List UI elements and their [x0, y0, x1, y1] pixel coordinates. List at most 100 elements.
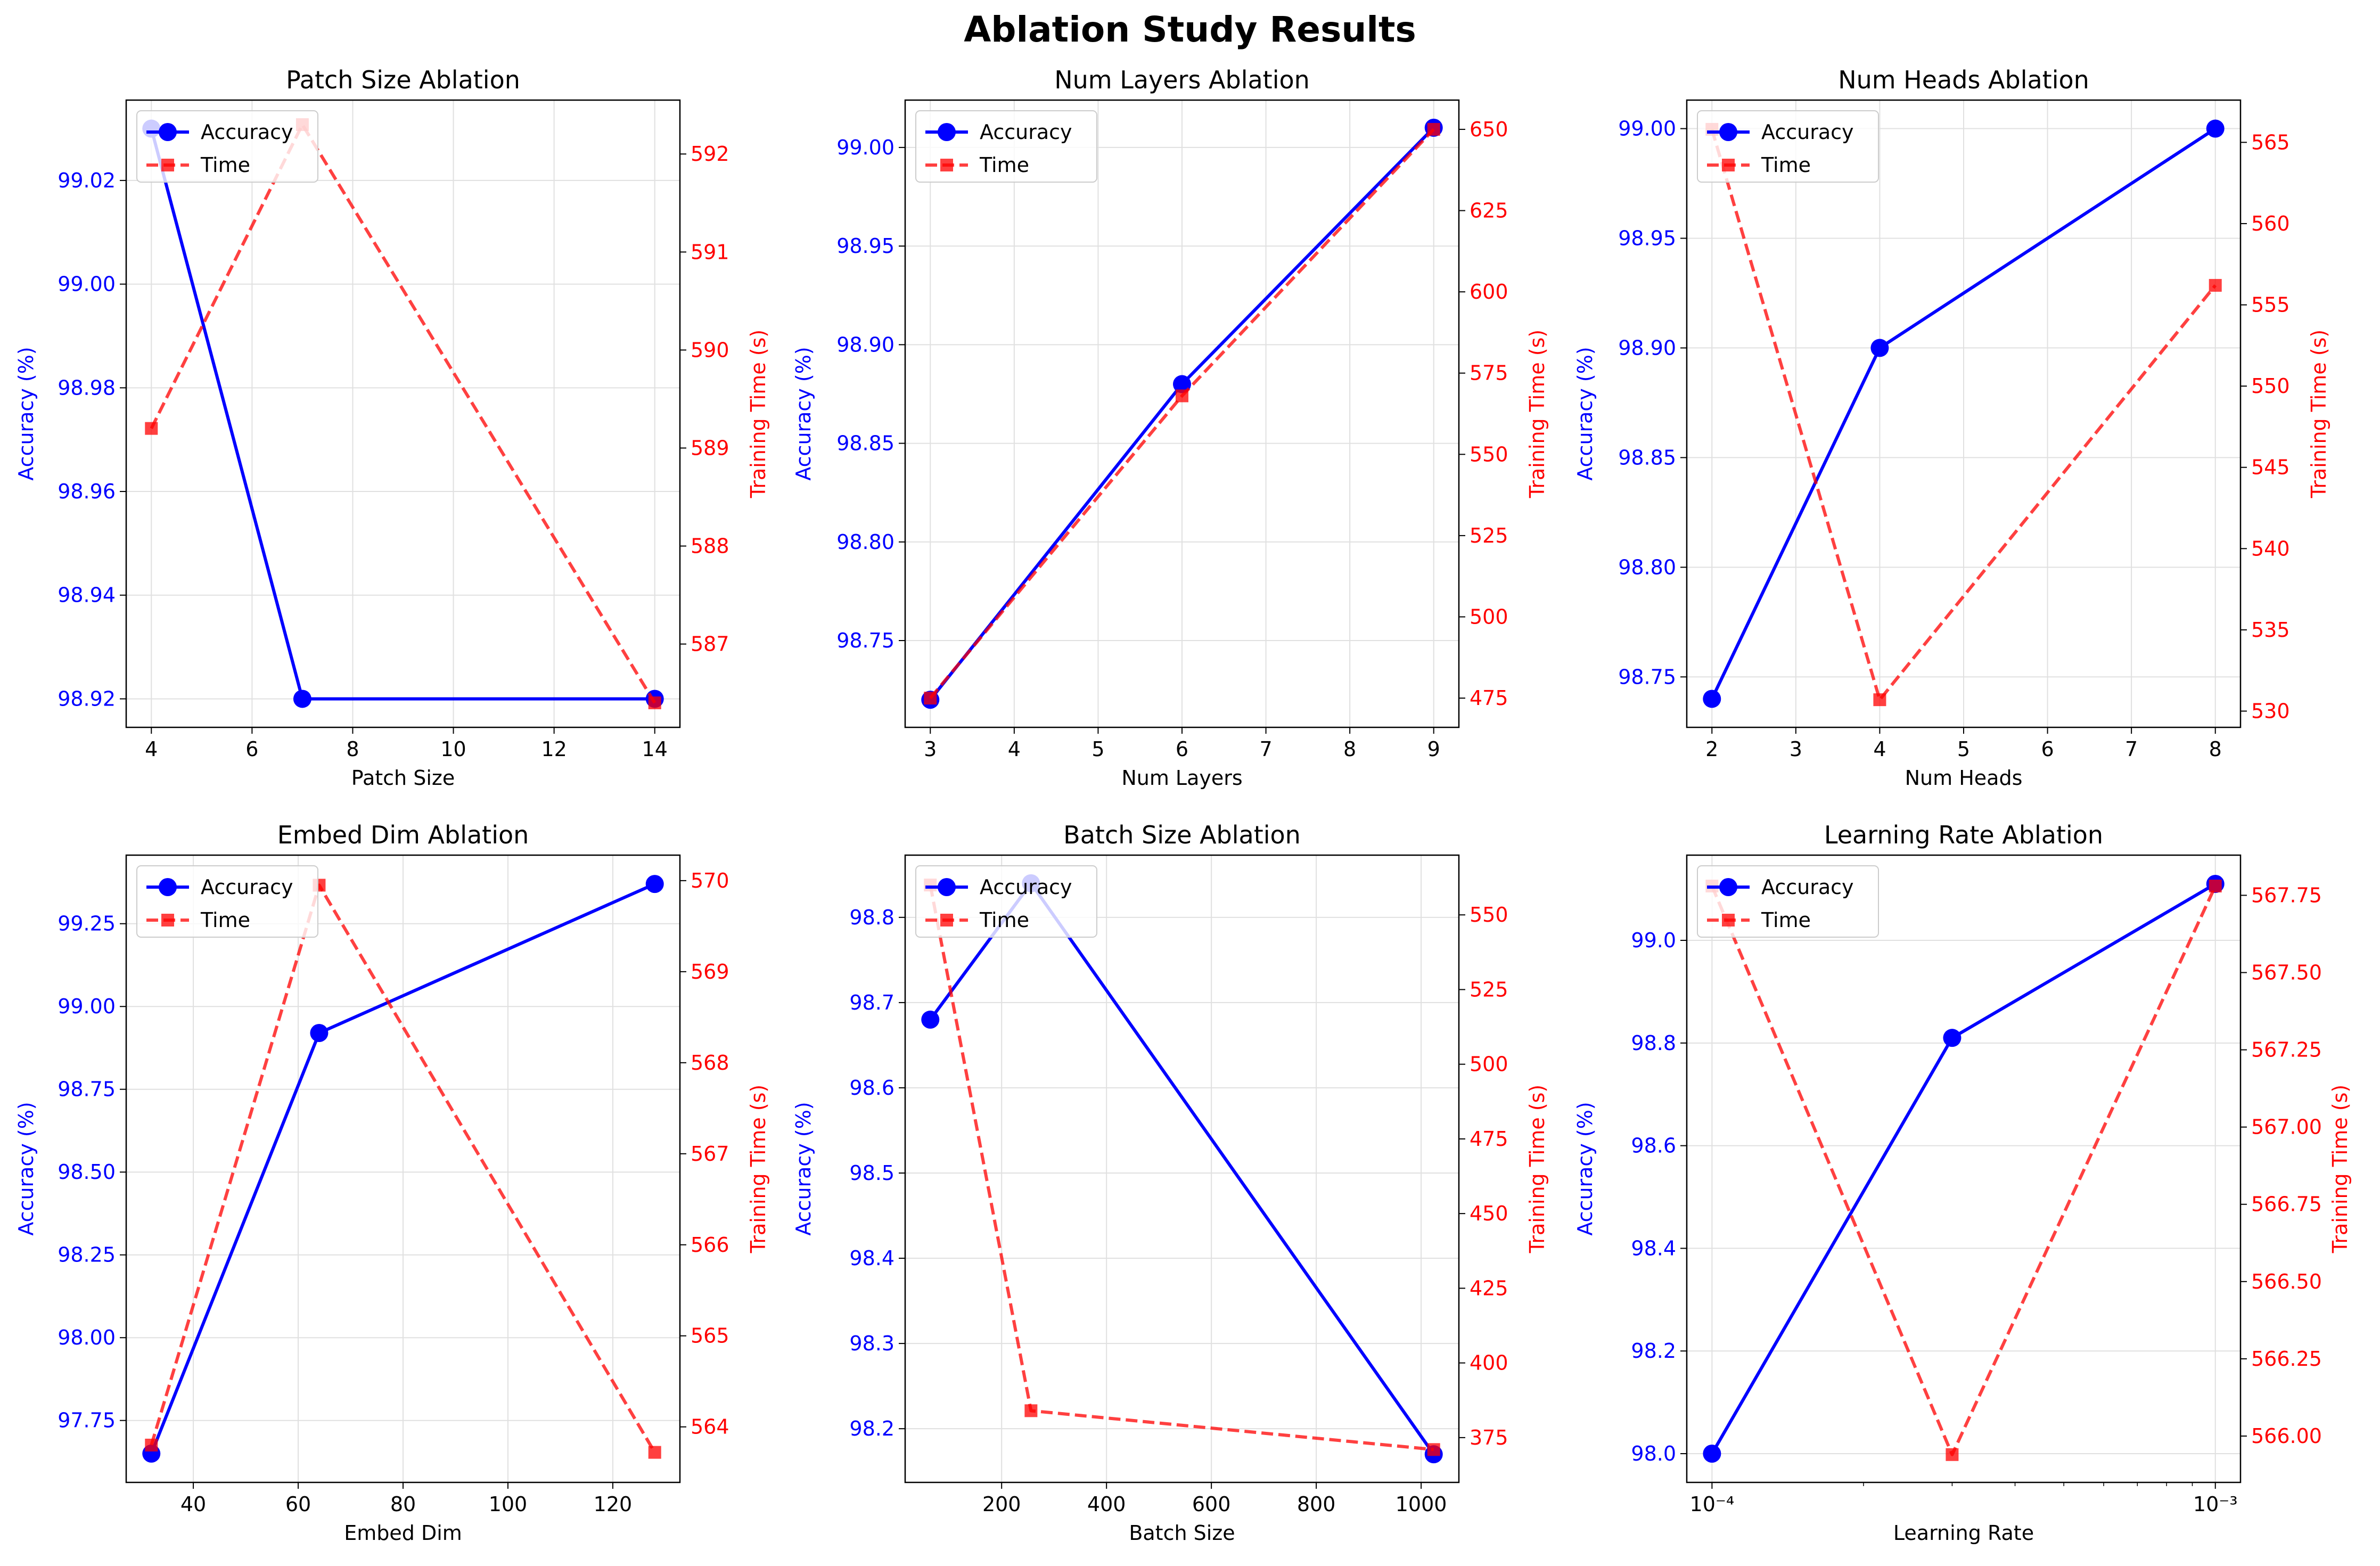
y2-tick-label: 650: [1470, 118, 1508, 141]
y2-tick-label: 569: [691, 960, 729, 983]
y-tick-label: 98.98: [58, 376, 116, 399]
time-point: [1427, 1443, 1440, 1456]
y-tick-label: 98.4: [1631, 1236, 1676, 1260]
axes-frame: [1686, 99, 2242, 728]
time-point: [145, 1438, 158, 1452]
y2-axis-label: Training Time (s): [2307, 330, 2330, 499]
x-tick-label: 10: [440, 737, 466, 761]
legend-marker: [159, 123, 177, 141]
x-tick-label: 4: [1873, 737, 1886, 761]
legend-label: Time: [979, 908, 1029, 932]
y2-tick-label: 575: [1470, 362, 1508, 385]
x-tick-label: 80: [390, 1493, 416, 1516]
y2-tick-label: 587: [691, 633, 729, 656]
y-tick-label: 98.8: [849, 906, 894, 929]
panel-title: Num Heads Ablation: [1838, 65, 2089, 94]
y2-tick-label: 540: [2251, 537, 2290, 560]
y-tick-label: 98.2: [849, 1417, 894, 1440]
accuracy-point: [1703, 690, 1721, 708]
y-tick-label: 98.5: [849, 1161, 894, 1185]
legend-marker: [1722, 914, 1735, 927]
time-point: [1024, 1404, 1038, 1417]
y-tick-label: 97.75: [58, 1409, 116, 1432]
x-tick-label: 120: [594, 1493, 633, 1516]
legend-marker: [940, 159, 953, 171]
y2-tick-label: 560: [2251, 212, 2290, 235]
y2-tick-label: 450: [1470, 1202, 1508, 1225]
x-tick-label: 7: [1259, 737, 1272, 761]
y-tick-label: 98.90: [836, 333, 894, 356]
accuracy-point: [2206, 119, 2225, 138]
x-tick-label: 10⁻⁴: [1690, 1493, 1735, 1516]
x-axis-label: Num Heads: [1905, 766, 2023, 790]
y2-tick-label: 589: [691, 436, 729, 460]
y2-tick-label: 525: [1470, 978, 1508, 1001]
panel-title: Patch Size Ablation: [286, 65, 520, 94]
x-tick-label: 600: [1192, 1493, 1231, 1516]
y2-tick-label: 500: [1470, 605, 1508, 628]
y2-axis-label: Training Time (s): [746, 1085, 770, 1254]
x-tick-label: 7: [2125, 737, 2138, 761]
y-tick-label: 98.80: [1618, 555, 1676, 579]
legend: Accuracy Time: [1697, 110, 1879, 183]
x-tick-label: 6: [245, 737, 258, 761]
y2-tick-label: 550: [2251, 374, 2290, 398]
legend-marker: [938, 878, 956, 896]
y-tick-label: 98.96: [58, 480, 116, 503]
legend: Accuracy Time: [1697, 865, 1879, 938]
legend-label: Accuracy: [1761, 120, 1854, 144]
legend: Accuracy Time: [915, 110, 1097, 183]
y-axis-label: Accuracy (%): [1573, 347, 1597, 480]
legend-marker: [938, 123, 956, 141]
legend-marker: [1719, 123, 1737, 141]
x-tick-label: 60: [285, 1493, 311, 1516]
x-tick-label: 5: [1091, 737, 1104, 761]
x-tick-label: 800: [1297, 1493, 1336, 1516]
y2-tick-label: 525: [1470, 524, 1508, 547]
time-point: [1176, 389, 1188, 403]
accuracy-point: [1870, 339, 1889, 357]
x-axis-label: Num Layers: [1121, 766, 1242, 790]
x-tick-label: 4: [1008, 737, 1021, 761]
y-tick-label: 99.00: [58, 995, 116, 1018]
legend-label: Time: [200, 153, 250, 177]
accuracy-point: [1173, 375, 1191, 393]
y2-tick-label: 565: [2251, 130, 2290, 154]
x-tick-label: 3: [1790, 737, 1802, 761]
panel-5: Batch Size Ablation 200 400 600 800 1000 98.2 9…: [792, 821, 1549, 1545]
x-tick-label: 3: [924, 737, 937, 761]
legend-label: Time: [200, 908, 250, 932]
y2-tick-label: 400: [1470, 1351, 1508, 1375]
y-tick-label: 98.6: [849, 1076, 894, 1100]
legend-marker: [1719, 878, 1737, 896]
y-tick-label: 98.75: [58, 1078, 116, 1101]
x-tick-label: 8: [346, 737, 359, 761]
time-line: [150, 123, 656, 704]
y2-tick-label: 566.25: [2251, 1347, 2322, 1371]
axes-frame: [1686, 854, 2242, 1483]
y-tick-label: 98.7: [849, 991, 894, 1014]
legend: Accuracy Time: [915, 865, 1097, 938]
y-axis-label: Accuracy (%): [14, 347, 38, 480]
time-point: [924, 692, 937, 705]
x-tick-label: 4: [145, 737, 158, 761]
accuracy-point: [921, 1010, 940, 1029]
x-tick-label: 9: [1427, 737, 1440, 761]
y2-tick-label: 500: [1470, 1053, 1508, 1076]
y-tick-label: 98.75: [836, 629, 894, 652]
panel-3: Num Heads Ablation 2 3 4 5 6 7 8 98.75 98.80 98.85…: [1573, 65, 2330, 790]
panel-title: Embed Dim Ablation: [277, 821, 529, 849]
x-tick-label: 14: [642, 737, 668, 761]
x-tick-label: 200: [982, 1493, 1021, 1516]
y-tick-label: 98.92: [58, 687, 116, 710]
legend-label: Accuracy: [980, 120, 1072, 144]
x-tick-label: 1000: [1396, 1493, 1447, 1516]
y-axis-label: Accuracy (%): [14, 1102, 38, 1235]
x-tick-label: 400: [1087, 1493, 1126, 1516]
legend-marker: [161, 159, 174, 171]
legend-marker: [1722, 159, 1735, 171]
y2-tick-label: 567: [691, 1142, 729, 1166]
y2-tick-label: 600: [1470, 280, 1508, 304]
y2-tick-label: 535: [2251, 618, 2290, 642]
